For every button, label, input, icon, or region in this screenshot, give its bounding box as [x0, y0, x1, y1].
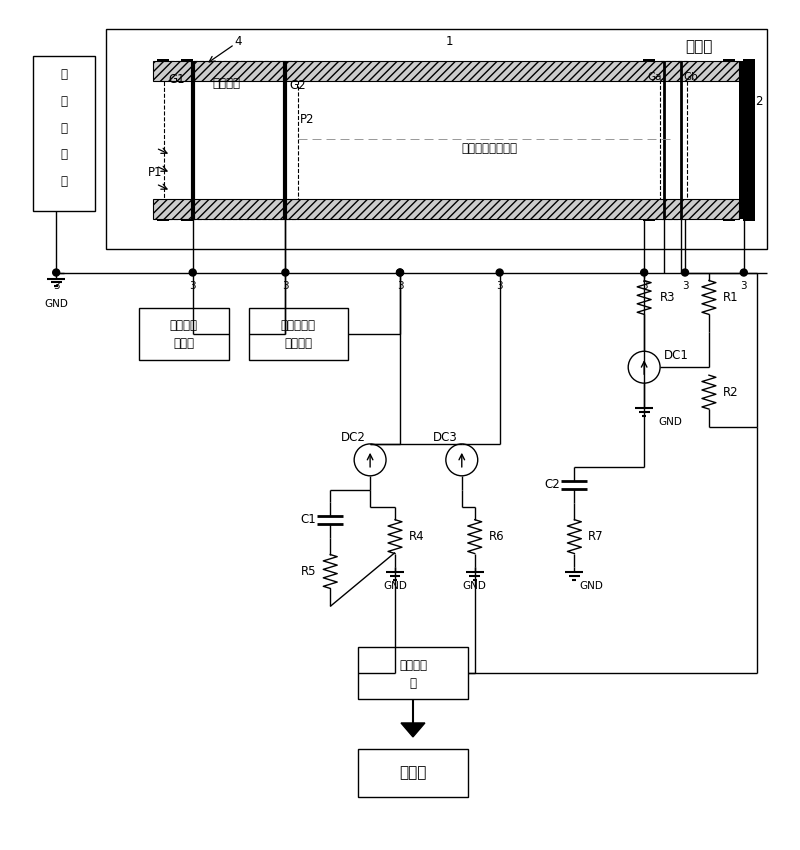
Text: R3: R3	[660, 291, 675, 304]
Text: 3: 3	[682, 281, 688, 292]
Text: C1: C1	[301, 513, 316, 526]
Text: 体: 体	[61, 149, 68, 162]
Text: P2: P2	[300, 112, 315, 126]
Text: 真空室: 真空室	[686, 39, 713, 54]
Text: 3: 3	[53, 281, 59, 292]
Text: 子: 子	[61, 122, 68, 134]
Text: R2: R2	[723, 386, 738, 399]
Text: Ga: Ga	[647, 72, 662, 82]
Text: GND: GND	[579, 581, 603, 592]
Bar	[139, 309, 229, 360]
Bar	[157, 60, 169, 69]
Bar	[743, 211, 754, 221]
Bar	[181, 211, 193, 221]
Text: GND: GND	[44, 299, 68, 309]
Bar	[358, 647, 468, 699]
Text: 数据采集: 数据采集	[399, 659, 427, 672]
Text: 2: 2	[755, 94, 762, 108]
Text: Gb: Gb	[683, 72, 698, 82]
Text: GND: GND	[383, 581, 407, 592]
Text: 3: 3	[282, 281, 289, 292]
Bar	[660, 61, 687, 218]
Circle shape	[682, 269, 689, 276]
Text: DC1: DC1	[664, 348, 689, 362]
Circle shape	[397, 269, 403, 276]
Bar	[106, 30, 766, 248]
Bar	[181, 60, 193, 69]
Text: R6: R6	[489, 530, 504, 543]
Text: 4: 4	[235, 35, 242, 48]
Text: C2: C2	[545, 479, 561, 491]
Circle shape	[641, 269, 648, 276]
Bar	[153, 199, 739, 218]
Text: G1: G1	[168, 73, 185, 86]
Bar	[153, 61, 739, 82]
Text: 卡: 卡	[410, 677, 417, 689]
Circle shape	[740, 269, 747, 276]
Bar	[157, 211, 169, 221]
Bar	[739, 61, 754, 218]
Text: 形发生器: 形发生器	[284, 337, 312, 350]
FancyArrow shape	[401, 723, 425, 737]
Text: 离: 离	[61, 94, 68, 108]
Text: 离子自由运动空间: 离子自由运动空间	[462, 143, 518, 156]
Text: P1: P1	[148, 167, 163, 179]
Circle shape	[190, 269, 196, 276]
Text: GND: GND	[658, 417, 682, 427]
Text: G2: G2	[290, 79, 306, 92]
Text: 3: 3	[741, 281, 747, 292]
Text: 加速空间: 加速空间	[213, 76, 241, 90]
Bar	[743, 60, 754, 69]
Text: 3: 3	[496, 281, 503, 292]
Text: 3: 3	[397, 281, 403, 292]
Text: 控制信号: 控制信号	[170, 319, 198, 332]
Text: 1: 1	[446, 35, 454, 48]
Circle shape	[496, 269, 503, 276]
Text: 3: 3	[190, 281, 196, 292]
Text: 加速电压波: 加速电压波	[281, 319, 316, 332]
Text: 3: 3	[641, 281, 647, 292]
Bar	[643, 60, 655, 69]
Bar	[249, 309, 348, 360]
Text: R5: R5	[301, 565, 316, 578]
Bar	[164, 61, 298, 218]
Bar	[358, 749, 468, 796]
Text: DC2: DC2	[342, 432, 366, 445]
Text: R1: R1	[723, 291, 738, 304]
Bar	[643, 211, 655, 221]
Bar	[723, 60, 735, 69]
Text: R7: R7	[588, 530, 604, 543]
Bar	[34, 56, 95, 211]
Text: 发生器: 发生器	[174, 337, 194, 350]
Circle shape	[53, 269, 60, 276]
Circle shape	[397, 269, 403, 276]
Text: 计算机: 计算机	[399, 765, 426, 780]
Circle shape	[282, 269, 289, 276]
Text: 等: 等	[61, 68, 68, 81]
Bar	[723, 211, 735, 221]
Text: GND: GND	[463, 581, 486, 592]
Text: R4: R4	[409, 530, 425, 543]
Text: 源: 源	[61, 175, 68, 189]
Text: DC3: DC3	[433, 432, 458, 445]
